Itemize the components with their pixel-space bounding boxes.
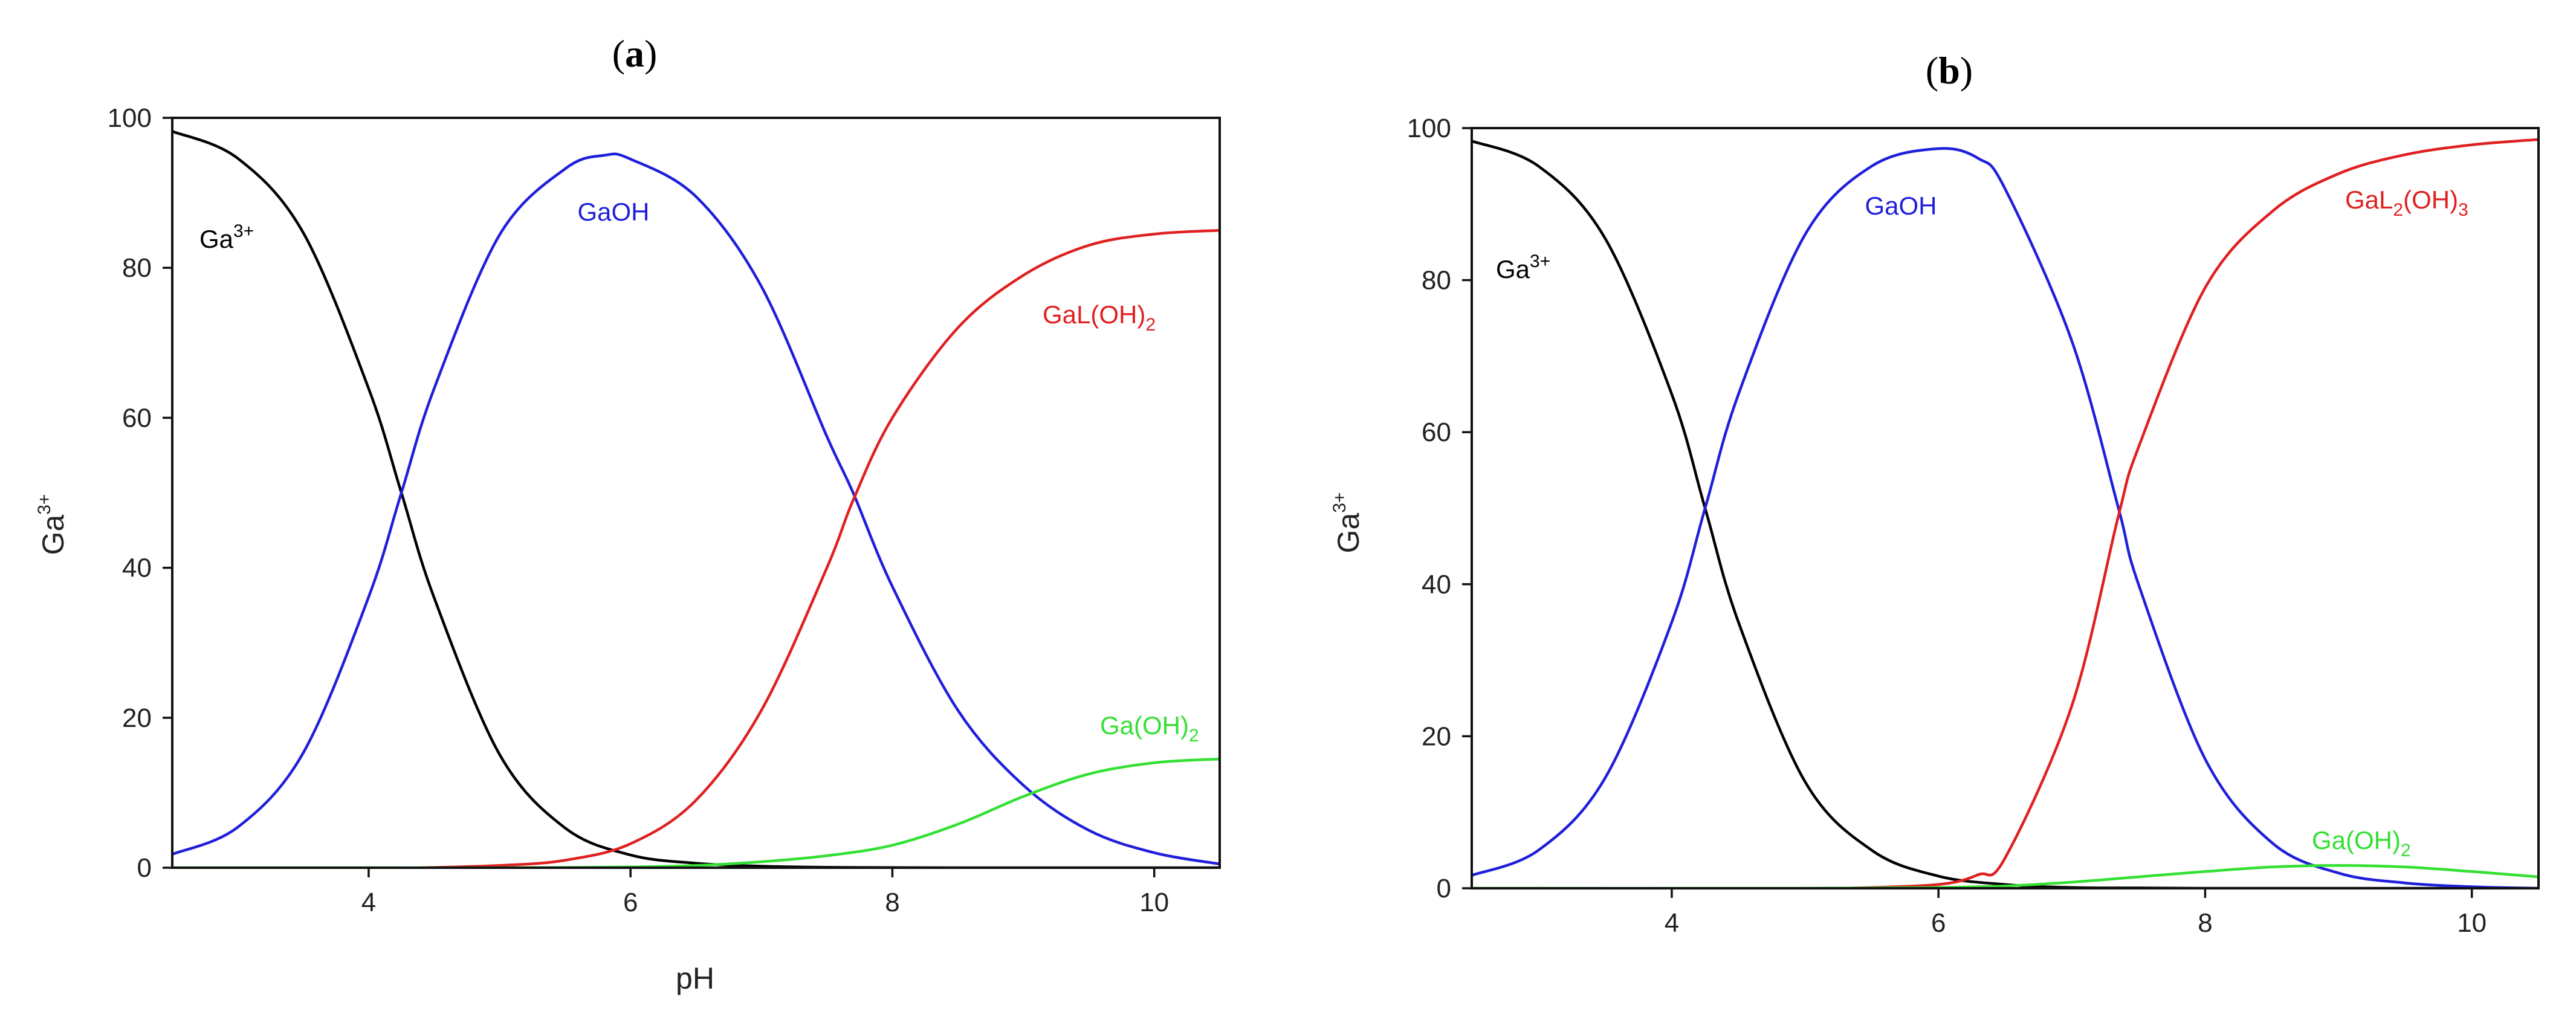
y-tick-label-b: 0 — [1437, 874, 1451, 903]
series-label-b-0: Ga3+ — [1496, 251, 1550, 283]
chart-panel-b: (b) Ga3+GaOH GaL2(OH)3Ga(OH)24 6 8 100204060… — [1330, 49, 2540, 938]
series-label-a-0: Ga3+ — [199, 221, 254, 253]
y-tick-label-b: 60 — [1422, 418, 1451, 447]
y-tick-label-a: 100 — [108, 103, 152, 133]
series-line-b-2 — [1845, 138, 2539, 888]
series-label-b-2: GaL2(OH)3 — [2345, 186, 2468, 220]
series-line-a-2 — [421, 228, 1220, 868]
plot-frame-b — [1471, 127, 2540, 889]
series-label-a-2: GaL(OH)2 — [1043, 300, 1156, 335]
series-line-b-3 — [1472, 864, 2539, 888]
series-line-b-1 — [1472, 147, 2539, 888]
series-line-a-1 — [172, 152, 1220, 866]
series-line-a-0 — [172, 130, 1220, 868]
y-tick-label-a: 60 — [122, 403, 152, 433]
x-tick-label-b: 8 — [2198, 908, 2212, 938]
series-line-a-3 — [172, 757, 1220, 868]
series-label-b-3: Ga(OH)2 — [2312, 826, 2411, 860]
x-tick-label-a: 10 — [1139, 888, 1169, 917]
series-label-a-1: GaOH — [577, 198, 649, 226]
series-label-b-1: GaOH — [1865, 192, 1937, 220]
x-tick-label-a: 4 — [361, 888, 376, 917]
y-tick-label-b: 80 — [1422, 266, 1451, 295]
x-tick-label-b: 6 — [1931, 908, 1946, 938]
y-tick-label-a: 40 — [122, 554, 152, 583]
plot-frame-a — [171, 117, 1221, 869]
x-tick-label-b: 10 — [2457, 908, 2487, 938]
x-tick-label-b: 4 — [1665, 908, 1679, 938]
y-tick-label-b: 40 — [1422, 570, 1451, 599]
plot-area-b: Ga3+GaOH GaL2(OH)3Ga(OH)24 6 8 1002040608010… — [1407, 114, 2540, 938]
y-axis-title-b: Ga3+ — [1330, 492, 1365, 554]
y-tick-label-a: 20 — [122, 703, 152, 733]
y-tick-label-b: 20 — [1422, 721, 1451, 751]
y-tick-label-a: 0 — [137, 853, 152, 883]
series-line-b-0 — [1472, 140, 2539, 888]
y-tick-label-a: 80 — [122, 253, 152, 283]
x-tick-label-a: 6 — [623, 888, 638, 917]
x-axis-title-a: pH — [676, 961, 714, 995]
x-tick-label-a: 8 — [885, 888, 899, 917]
series-label-a-3: Ga(OH)2 — [1100, 711, 1199, 746]
y-tick-label-b: 100 — [1407, 114, 1451, 143]
y-axis-title-a: Ga3+ — [34, 494, 70, 555]
panel-b-label: (b) — [1926, 49, 1973, 92]
panel-a-label: (a) — [612, 32, 658, 75]
